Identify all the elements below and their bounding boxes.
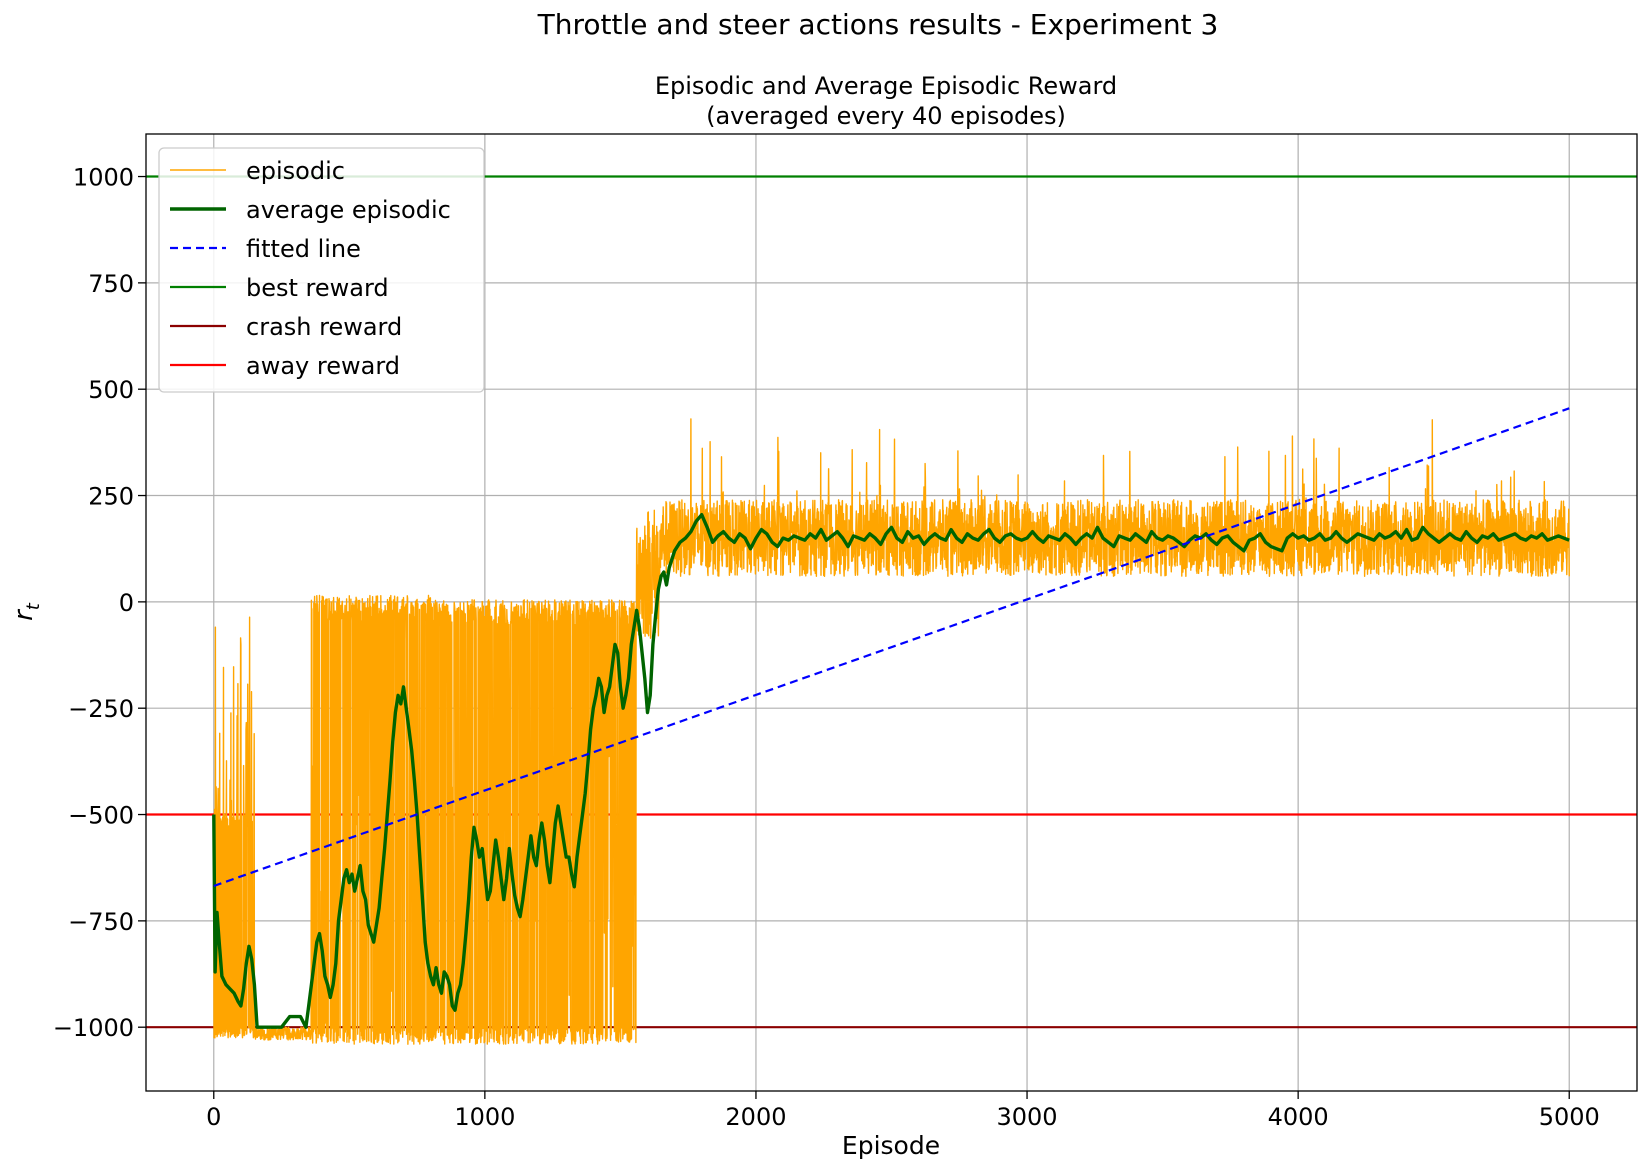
y-axis: 1000 750 500 250 0 −250 −500 −750 −1000 — [53, 164, 146, 1042]
figure-suptitle: Throttle and steer actions results - Exp… — [537, 8, 1219, 41]
fitted-line — [213, 407, 1570, 888]
episodic-line — [213, 418, 1570, 1045]
y-tick-label: 0 — [119, 589, 134, 617]
x-tick-label: 5000 — [1539, 1103, 1600, 1131]
legend-items: episodic average episodic fitted line best … — [170, 157, 451, 380]
legend-label-away-reward: away reward — [246, 352, 400, 380]
legend-label-crash-reward: crash reward — [246, 313, 402, 341]
fitted-line-series — [213, 407, 1570, 888]
y-axis-label-subscript: t — [23, 602, 44, 610]
legend-frame — [158, 147, 485, 393]
chart-title-line-2: (averaged every 40 episodes) — [706, 102, 1066, 130]
legend-label-episodic: episodic — [246, 157, 345, 185]
average-episodic-line — [212, 513, 1570, 1029]
x-axis: 0 1000 2000 3000 4000 5000 — [206, 1091, 1600, 1131]
x-tick-label: 4000 — [1268, 1103, 1329, 1131]
y-tick-label: −250 — [68, 695, 134, 723]
x-axis-label: Episode — [842, 1131, 940, 1160]
chart-title-line-1: Episodic and Average Episodic Reward — [655, 72, 1117, 100]
plot-frame — [145, 133, 1638, 1092]
y-tick-label: 250 — [88, 483, 134, 511]
episodic-series — [213, 418, 1570, 1045]
x-tick-label: 0 — [206, 1103, 221, 1131]
legend: episodic average episodic fitted line best … — [158, 147, 485, 393]
y-tick-label: 500 — [88, 376, 134, 404]
y-tick-label: 1000 — [73, 164, 134, 192]
legend-label-average-episodic: average episodic — [246, 196, 451, 224]
y-tick-label: −500 — [68, 802, 134, 830]
legend-label-best-reward: best reward — [246, 274, 389, 302]
x-tick-label: 2000 — [725, 1103, 786, 1131]
legend-label-fitted-line: fitted line — [246, 235, 361, 263]
y-axis-label-main: r — [9, 608, 39, 621]
svg-text:rt: rt — [9, 602, 44, 621]
y-tick-label: −750 — [68, 908, 134, 936]
x-tick-label: 1000 — [454, 1103, 515, 1131]
y-axis-label: rt — [9, 602, 44, 621]
y-tick-label: −1000 — [53, 1014, 134, 1042]
x-tick-label: 3000 — [997, 1103, 1058, 1131]
y-tick-label: 750 — [88, 270, 134, 298]
average-episodic-series — [212, 513, 1570, 1029]
